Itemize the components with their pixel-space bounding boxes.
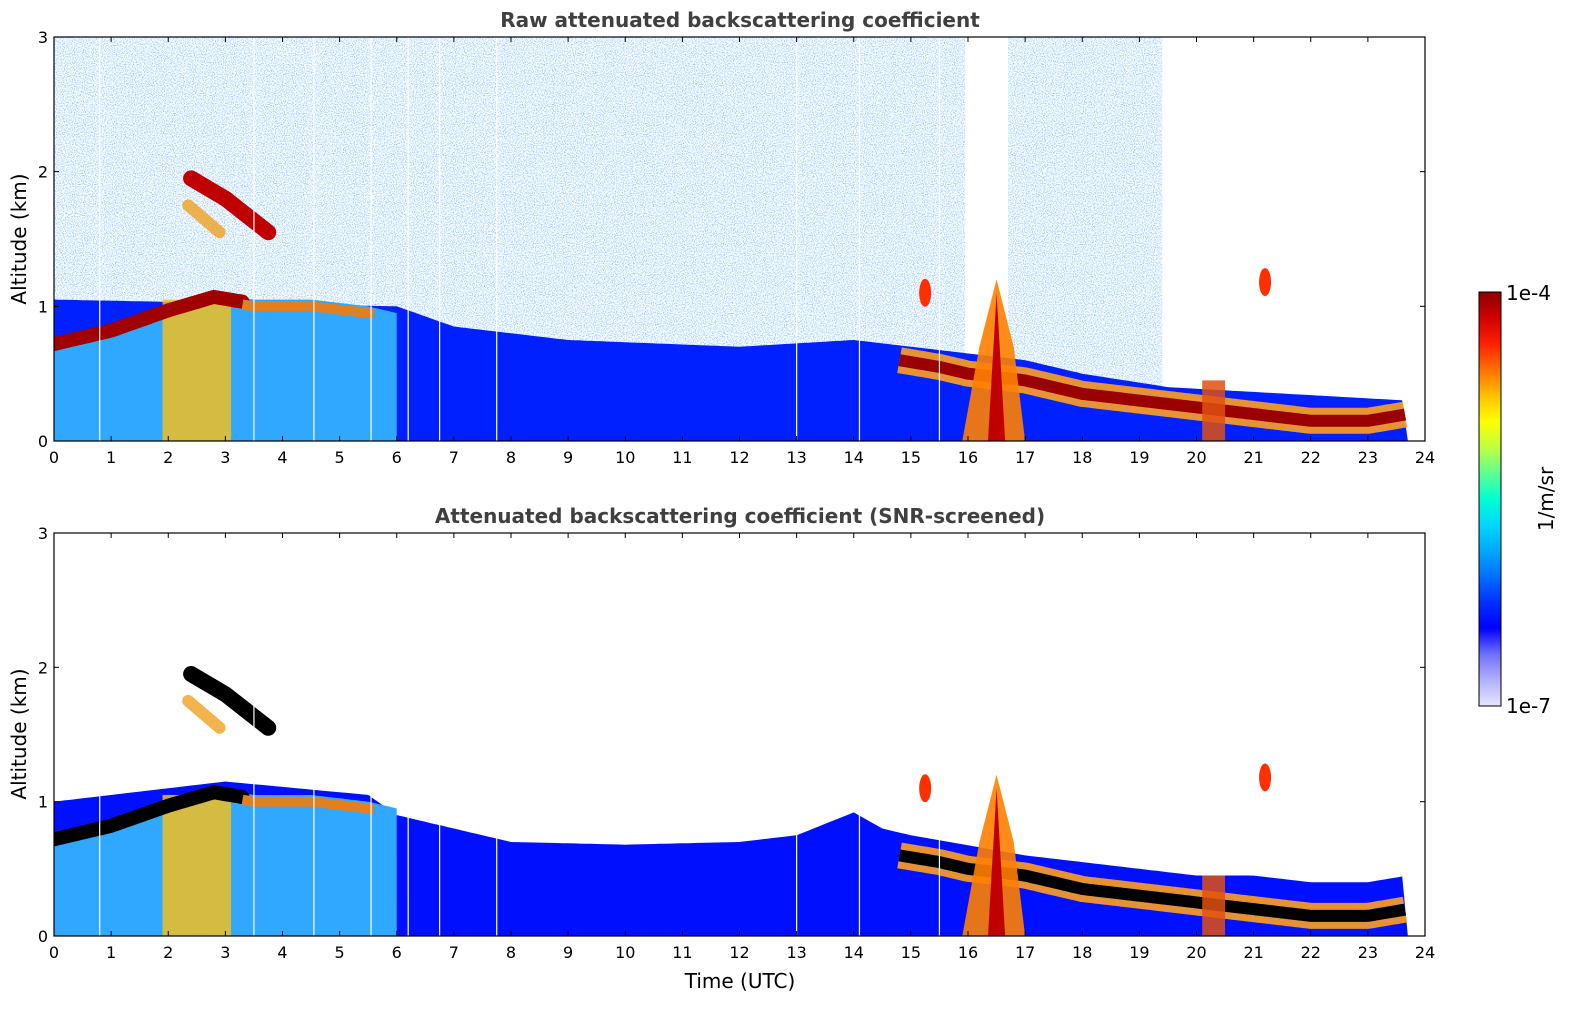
x-tick-label: 18 [1072, 448, 1092, 467]
raw-backscatter-panel: Raw attenuated backscattering coefficien… [7, 8, 1435, 467]
convective-plume-core [987, 788, 1006, 936]
noise-gap [1162, 37, 1425, 374]
x-tick-label: 17 [1015, 448, 1035, 467]
y-tick-label: 0 [38, 927, 48, 946]
x-tick-label: 14 [844, 448, 864, 467]
x-tick-label: 7 [449, 943, 459, 962]
snr-screened-panel: Attenuated backscattering coefficient (S… [7, 504, 1435, 993]
x-tick-label: 15 [901, 448, 921, 467]
mixed-layer-top-band [241, 794, 375, 815]
x-tick-label: 0 [49, 448, 59, 467]
elevated-aerosol-layer [182, 199, 226, 239]
x-tick-label: 4 [277, 943, 287, 962]
x-tick-label: 5 [335, 943, 345, 962]
x-tick-label: 20 [1186, 448, 1206, 467]
x-tick-label: 13 [786, 448, 806, 467]
mixed-layer-top-band [241, 299, 376, 320]
panel-title: Raw attenuated backscattering coefficien… [500, 8, 980, 32]
panel-title: Attenuated backscattering coefficient (S… [435, 504, 1045, 528]
x-tick-label: 10 [615, 943, 635, 962]
x-tick-label: 6 [392, 448, 402, 467]
x-tick-label: 20 [1186, 943, 1206, 962]
x-tick-label: 2 [163, 448, 173, 467]
x-tick-label: 19 [1129, 943, 1149, 962]
heatmap-body [54, 37, 1425, 441]
heatmap-body [54, 533, 1408, 936]
x-tick-label: 5 [335, 448, 345, 467]
y-axis-ticks: 0 1 2 3 [38, 524, 1425, 946]
mixed-layer-top-band [54, 785, 250, 847]
x-tick-label: 9 [563, 448, 573, 467]
convective-plume-core [987, 292, 1006, 441]
isolated-cloud [919, 278, 932, 307]
x-tick-label: 7 [449, 448, 459, 467]
x-tick-label: 19 [1129, 448, 1149, 467]
x-tick-label: 17 [1015, 943, 1035, 962]
raw-backscatter-heatmap [54, 37, 1425, 441]
x-tick-label: 8 [506, 448, 516, 467]
x-tick-label: 23 [1358, 448, 1378, 467]
colorbar: 1e-4 1e-7 1/m/sr [1478, 281, 1558, 718]
x-tick-label: 21 [1243, 448, 1263, 467]
x-tick-label: 12 [729, 943, 749, 962]
y-axis-label: Altitude (km) [7, 173, 31, 304]
x-tick-label: 1 [106, 448, 116, 467]
snr-screened-heatmap [54, 533, 1408, 936]
y-tick-label: 2 [38, 658, 48, 677]
y-tick-label: 1 [38, 793, 48, 812]
isolated-cloud [919, 774, 932, 803]
y-axis-ticks: 0 1 2 3 [38, 28, 1425, 451]
x-tick-label: 11 [672, 943, 692, 962]
x-tick-label: 22 [1301, 448, 1321, 467]
elevated-aerosol-layer [182, 694, 226, 734]
evening-plume [1202, 875, 1226, 936]
y-tick-label: 3 [38, 524, 48, 543]
x-axis-label: Time (UTC) [684, 969, 796, 993]
plume-column [162, 794, 232, 936]
y-axis-label: Altitude (km) [7, 668, 31, 799]
x-tick-label: 2 [163, 943, 173, 962]
x-tick-label: 21 [1243, 943, 1263, 962]
x-tick-label: 0 [49, 943, 59, 962]
colorbar-scale [1478, 291, 1502, 707]
x-tick-label: 23 [1358, 943, 1378, 962]
x-tick-label: 3 [220, 943, 230, 962]
isolated-cloud [1259, 268, 1272, 297]
x-tick-label: 24 [1415, 943, 1435, 962]
x-axis-ticks: 0 1 2 3 4 5 6 7 8 9 10 11 12 13 14 15 16 17 18 19 20 21 22 23 24 [49, 37, 1435, 467]
evening-plume [1202, 380, 1226, 441]
y-tick-label: 3 [38, 28, 48, 47]
x-tick-label: 24 [1415, 448, 1435, 467]
x-tick-label: 16 [958, 448, 978, 467]
x-tick-label: 11 [672, 448, 692, 467]
x-tick-label: 16 [958, 943, 978, 962]
x-tick-label: 12 [729, 448, 749, 467]
y-tick-label: 1 [38, 297, 48, 316]
mixed-layer-top-band [54, 289, 250, 351]
x-tick-label: 13 [786, 943, 806, 962]
x-tick-label: 22 [1301, 943, 1321, 962]
x-tick-label: 4 [277, 448, 287, 467]
colorbar-unit-label: 1/m/sr [1534, 466, 1558, 531]
x-tick-label: 8 [506, 943, 516, 962]
colorbar-max-label: 1e-4 [1506, 281, 1551, 305]
x-tick-label: 10 [615, 448, 635, 467]
x-tick-label: 9 [563, 943, 573, 962]
y-tick-label: 0 [38, 432, 48, 451]
x-tick-label: 6 [392, 943, 402, 962]
x-tick-label: 18 [1072, 943, 1092, 962]
x-axis-ticks: 0 1 2 3 4 5 6 7 8 9 10 11 12 13 14 15 16 17 18 19 20 21 22 23 24 [49, 533, 1435, 962]
x-tick-label: 1 [106, 943, 116, 962]
plume-column [162, 299, 232, 441]
isolated-cloud [1259, 763, 1272, 792]
colorbar-min-label: 1e-7 [1506, 694, 1551, 718]
x-tick-label: 3 [220, 448, 230, 467]
x-tick-label: 15 [901, 943, 921, 962]
x-tick-label: 14 [844, 943, 864, 962]
y-tick-label: 2 [38, 163, 48, 182]
